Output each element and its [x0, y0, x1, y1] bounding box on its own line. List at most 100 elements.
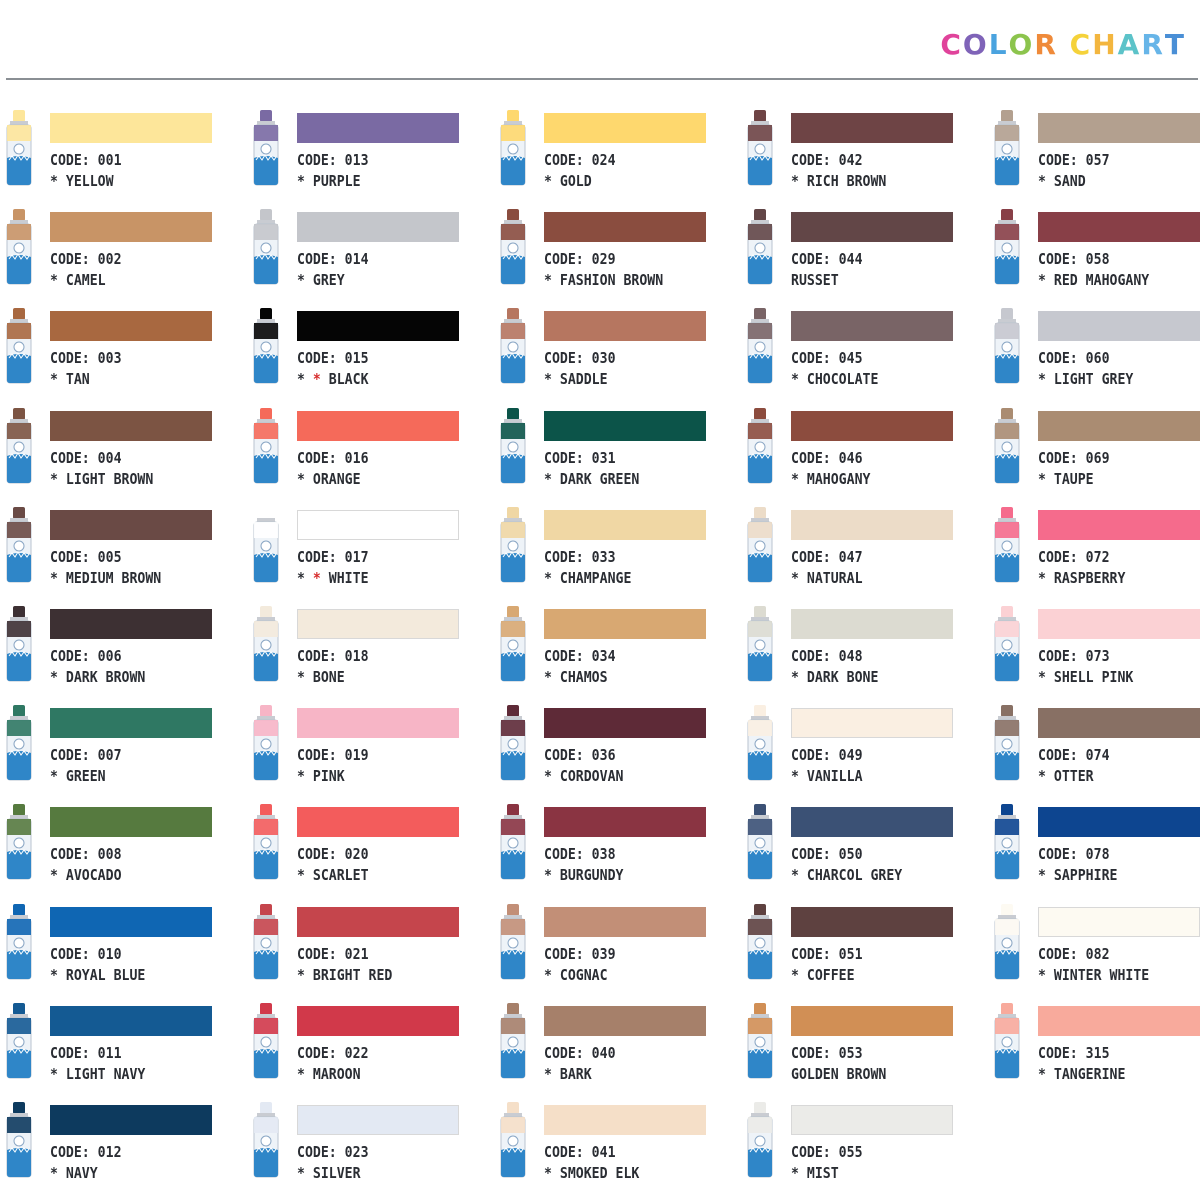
color-label: CODE: 315 * TANGERINE [1038, 1043, 1125, 1085]
color-item: CODE: 045 * CHOCOLATE [745, 306, 975, 394]
color-item: CODE: 014 * GREY [251, 207, 481, 295]
color-label: CODE: 007 * GREEN [50, 745, 122, 787]
color-label: CODE: 017 * * WHITE [297, 547, 369, 589]
color-item: CODE: 013 * PURPLE [251, 108, 481, 196]
color-item: CODE: 005 * MEDIUM BROWN [4, 505, 234, 593]
color-label: CODE: 038 * BURGUNDY [544, 844, 623, 886]
polish-can-icon [992, 606, 1022, 682]
polish-can-icon [251, 606, 281, 682]
polish-can-icon [745, 904, 775, 980]
title-letter: O [1008, 28, 1035, 61]
color-item: CODE: 047 * NATURAL [745, 505, 975, 593]
polish-can-icon [251, 1102, 281, 1178]
color-label: CODE: 020 * SCARLET [297, 844, 369, 886]
color-label: CODE: 041 * SMOKED ELK [544, 1142, 639, 1184]
color-item: CODE: 042 * RICH BROWN [745, 108, 975, 196]
color-label: CODE: 049 * VANILLA [791, 745, 863, 787]
color-code: CODE: 044 [791, 250, 863, 268]
color-label: CODE: 074 * OTTER [1038, 745, 1110, 787]
color-item: CODE: 034 * CHAMOS [498, 604, 728, 692]
color-item: CODE: 033 * CHAMPANGE [498, 505, 728, 593]
color-code: CODE: 073 [1038, 647, 1110, 665]
color-label: CODE: 082 * WINTER WHITE [1038, 944, 1149, 986]
color-swatch [791, 609, 953, 639]
color-name: * BONE [297, 668, 345, 686]
color-swatch [50, 311, 212, 341]
polish-can-icon [992, 904, 1022, 980]
color-name: * ROYAL BLUE [50, 966, 146, 984]
color-label: CODE: 024 * GOLD [544, 150, 616, 192]
color-code: CODE: 023 [297, 1143, 369, 1161]
color-code: CODE: 072 [1038, 548, 1110, 566]
color-name: * BRIGHT RED [297, 966, 393, 984]
color-item: CODE: 048 * DARK BONE [745, 604, 975, 692]
color-name: * COGNAC [544, 966, 608, 984]
color-swatch [1038, 411, 1200, 441]
color-code: CODE: 013 [297, 151, 369, 169]
color-label: CODE: 055 * MIST [791, 1142, 863, 1184]
color-swatch [297, 1006, 459, 1036]
color-item: CODE: 010 * ROYAL BLUE [4, 902, 234, 990]
color-swatch [791, 212, 953, 242]
color-item: CODE: 069 * TAUPE [992, 406, 1200, 494]
color-code: CODE: 001 [50, 151, 122, 169]
color-code: CODE: 082 [1038, 945, 1110, 963]
color-swatch [544, 609, 706, 639]
polish-can-icon [4, 606, 34, 682]
color-label: CODE: 069 * TAUPE [1038, 448, 1110, 490]
color-code: CODE: 047 [791, 548, 863, 566]
color-name: * TAUPE [1038, 470, 1094, 488]
color-code: CODE: 074 [1038, 746, 1110, 764]
color-code: CODE: 005 [50, 548, 122, 566]
color-swatch [544, 1006, 706, 1036]
color-item: CODE: 055 * MIST [745, 1100, 975, 1188]
color-item: CODE: 030 * SADDLE [498, 306, 728, 394]
color-code: CODE: 003 [50, 349, 122, 367]
color-label: CODE: 047 * NATURAL [791, 547, 863, 589]
title-letter [1058, 28, 1070, 61]
color-swatch [791, 113, 953, 143]
color-label: CODE: 048 * DARK BONE [791, 646, 878, 688]
color-item: CODE: 058 * RED MAHOGANY [992, 207, 1200, 295]
color-code: CODE: 048 [791, 647, 863, 665]
color-code: CODE: 030 [544, 349, 616, 367]
polish-can-icon [992, 209, 1022, 285]
color-item: CODE: 016 * ORANGE [251, 406, 481, 494]
color-item: CODE: 021 * BRIGHT RED [251, 902, 481, 990]
color-swatch [544, 311, 706, 341]
color-item: CODE: 003 * TAN [4, 306, 234, 394]
color-code: CODE: 010 [50, 945, 122, 963]
color-label: CODE: 015 * * BLACK [297, 348, 369, 390]
polish-can-icon [498, 606, 528, 682]
color-swatch [1038, 311, 1200, 341]
color-item: CODE: 041 * SMOKED ELK [498, 1100, 728, 1188]
color-name: * * WHITE [297, 569, 369, 587]
polish-can-icon [498, 904, 528, 980]
color-code: CODE: 004 [50, 449, 122, 467]
color-swatch [791, 907, 953, 937]
color-code: CODE: 046 [791, 449, 863, 467]
color-swatch [297, 411, 459, 441]
color-name: * DARK BONE [791, 668, 879, 686]
color-code: CODE: 014 [297, 250, 369, 268]
color-name: * LIGHT BROWN [50, 470, 154, 488]
color-swatch [1038, 807, 1200, 837]
color-label: CODE: 014 * GREY [297, 249, 369, 291]
color-name: * CHAMOS [544, 668, 608, 686]
polish-can-icon [4, 308, 34, 384]
polish-can-icon [4, 110, 34, 186]
polish-can-icon [745, 209, 775, 285]
polish-can-icon [745, 308, 775, 384]
polish-can-icon [745, 804, 775, 880]
color-code: CODE: 022 [297, 1044, 369, 1062]
color-code: CODE: 008 [50, 845, 122, 863]
title-letter: H [1092, 28, 1118, 61]
color-code: CODE: 034 [544, 647, 616, 665]
polish-can-icon [251, 804, 281, 880]
polish-can-icon [992, 408, 1022, 484]
color-name: * MEDIUM BROWN [50, 569, 162, 587]
color-label: CODE: 011 * LIGHT NAVY [50, 1043, 145, 1085]
polish-can-icon [745, 1003, 775, 1079]
polish-can-icon [251, 507, 281, 583]
color-label: CODE: 002 * CAMEL [50, 249, 122, 291]
